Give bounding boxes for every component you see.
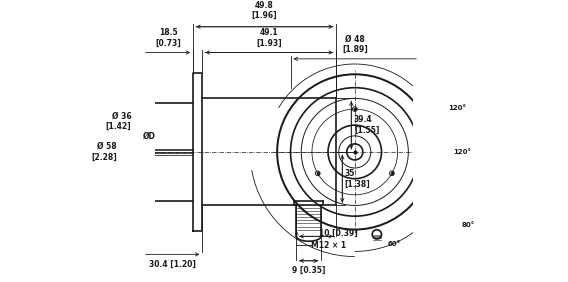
Text: M12 × 1: M12 × 1 (311, 241, 346, 250)
Text: 39.4
[1.55]: 39.4 [1.55] (354, 115, 379, 135)
Text: 49.8
[1.96]: 49.8 [1.96] (252, 1, 277, 20)
Text: 9 [0.35]: 9 [0.35] (292, 266, 325, 275)
Text: ØD: ØD (143, 131, 156, 140)
Text: 120°: 120° (448, 105, 466, 111)
Text: 49.1
[1.93]: 49.1 [1.93] (256, 28, 282, 48)
Text: Ø 58
[2.28]: Ø 58 [2.28] (91, 142, 117, 162)
Text: 120°: 120° (453, 149, 471, 155)
Text: 80°: 80° (462, 222, 475, 228)
Text: Ø 48
[1.89]: Ø 48 [1.89] (342, 35, 367, 54)
Text: 10 [0.39]: 10 [0.39] (319, 229, 357, 238)
Text: 60°: 60° (388, 241, 401, 248)
Text: 18.5
[0.73]: 18.5 [0.73] (155, 28, 181, 48)
Text: Ø 36
[1.42]: Ø 36 [1.42] (106, 111, 131, 131)
Text: 35
[1.38]: 35 [1.38] (344, 169, 370, 188)
Text: 30.4 [1.20]: 30.4 [1.20] (149, 259, 196, 268)
